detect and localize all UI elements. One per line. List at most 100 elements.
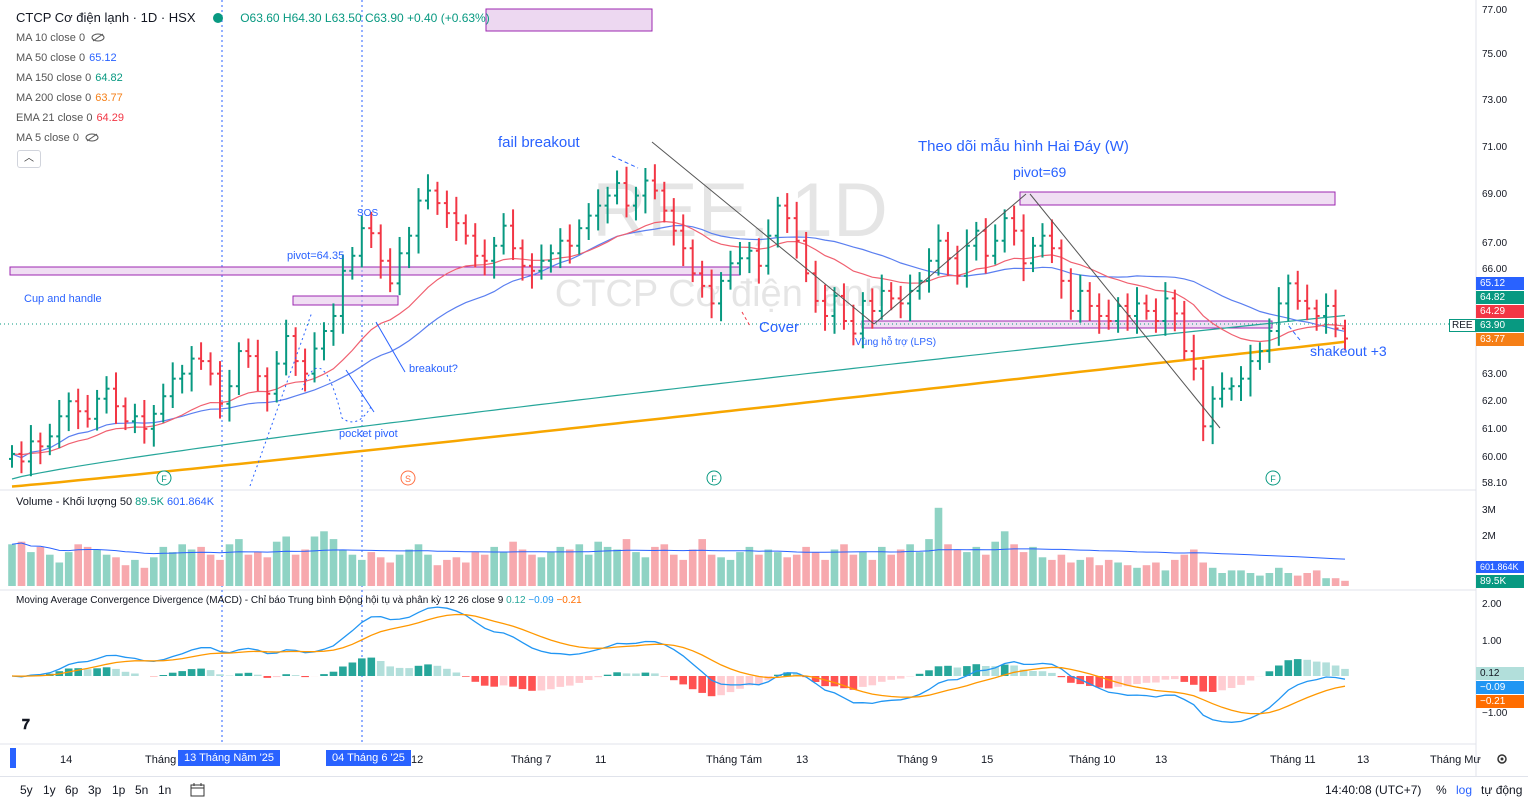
timeframe-1n[interactable]: 1n: [158, 783, 171, 797]
annotation-cover[interactable]: Cover: [759, 319, 799, 336]
volume-tick: 2M: [1482, 531, 1496, 542]
time-tick: 15: [981, 754, 993, 766]
trendline-up-1[interactable]: [874, 194, 1026, 324]
event-marker-s[interactable]: S: [401, 471, 415, 485]
ema21-line: [12, 222, 1345, 455]
auto-toggle[interactable]: tự động: [1481, 783, 1522, 797]
macd-histogram-bar: [1133, 676, 1141, 684]
volume-bar: [528, 555, 536, 586]
timeframe-5n[interactable]: 5n: [135, 783, 148, 797]
settings-gear-icon[interactable]: [1495, 752, 1509, 766]
time-scroll-handle[interactable]: [10, 748, 16, 768]
macd-histogram-bar: [197, 669, 205, 676]
time-tick: Tháng: [145, 754, 176, 766]
pivot-zone-6435[interactable]: [10, 267, 740, 275]
time-marker-2[interactable]: 04 Tháng 6 '25: [326, 750, 411, 766]
event-marker-f3[interactable]: F: [1266, 471, 1280, 485]
volume-bar: [1247, 573, 1255, 586]
macd-tick: −1.00: [1482, 708, 1507, 719]
timeframe-3p[interactable]: 3p: [88, 783, 101, 797]
price-tick: 61.00: [1482, 424, 1507, 435]
price-tick: 67.00: [1482, 238, 1507, 249]
shakeout-arrow[interactable]: [1288, 325, 1300, 340]
time-marker-1[interactable]: 13 Tháng Năm '25: [178, 750, 280, 766]
fail-arrow[interactable]: [612, 156, 638, 168]
macd-histogram-bar: [831, 676, 839, 686]
volume-bar: [1181, 555, 1189, 586]
macd-tick: 1.00: [1482, 636, 1501, 647]
macd-histogram-bar: [490, 676, 498, 687]
volume-bar: [46, 555, 54, 586]
annotation-pivot-69[interactable]: pivot=69: [1013, 164, 1066, 180]
volume-bar: [1285, 573, 1293, 586]
event-marker-f1[interactable]: F: [157, 471, 171, 485]
timeframe-5y[interactable]: 5y: [20, 783, 33, 797]
time-tick: Tháng Tám: [706, 754, 762, 766]
macd-histogram-bar: [131, 674, 139, 677]
eye-off-icon[interactable]: [85, 133, 99, 142]
collapse-legend-button[interactable]: ︿: [17, 150, 41, 168]
log-toggle[interactable]: log: [1456, 783, 1472, 797]
volume-bar: [141, 568, 149, 586]
annotation-double-bottom[interactable]: Theo dõi mẫu hình Hai Đáy (W): [918, 138, 1129, 155]
breakout-arrow[interactable]: [376, 322, 405, 372]
macd-histogram-bar: [679, 676, 687, 684]
price-tick: 62.00: [1482, 396, 1507, 407]
macd-legend[interactable]: Moving Average Convergence Divergence (M…: [16, 595, 582, 606]
macd-histogram-bar: [509, 676, 517, 687]
percent-toggle[interactable]: %: [1436, 783, 1447, 797]
annotation-pivot-6435[interactable]: pivot=64.35: [287, 250, 344, 262]
macd-histogram-bar: [925, 670, 933, 676]
annotation-lps[interactable]: Vùng hỗ trợ (LPS): [855, 337, 936, 348]
macd-histogram-bar: [358, 658, 366, 676]
volume-bar: [1058, 555, 1066, 586]
event-marker-f2[interactable]: F: [707, 471, 721, 485]
macd-histogram-bar: [613, 672, 621, 676]
volume-bar: [538, 557, 546, 586]
annotation-cup-handle[interactable]: Cup and handle: [24, 293, 102, 305]
macd-histogram-bar: [443, 669, 451, 676]
clock-display[interactable]: 14:40:08 (UTC+7): [1325, 783, 1421, 797]
macd-histogram-bar: [500, 676, 508, 685]
pocket-arrow[interactable]: [346, 370, 374, 412]
legend-ma10[interactable]: MA 10 close 0: [16, 28, 490, 48]
calendar-icon[interactable]: [190, 782, 206, 797]
legend-ma5[interactable]: MA 5 close 0: [16, 128, 490, 148]
annotation-shakeout[interactable]: shakeout +3: [1310, 343, 1387, 359]
pivot-zone-69[interactable]: [1020, 192, 1335, 205]
volume-bar: [887, 555, 895, 586]
annotation-pocket-pivot[interactable]: pocket pivot: [339, 428, 398, 440]
macd-histogram-bar: [1010, 666, 1018, 677]
volume-bar: [557, 547, 565, 586]
volume-bar: [122, 565, 130, 586]
annotation-fail-breakout[interactable]: fail breakout: [498, 134, 580, 151]
eye-off-icon[interactable]: [91, 33, 105, 42]
volume-bar: [991, 542, 999, 586]
macd-histogram-bar: [434, 666, 442, 676]
zone-top[interactable]: [486, 9, 652, 31]
last-price-badge: 63.90: [1476, 319, 1524, 332]
timeframe-1y[interactable]: 1y: [43, 783, 56, 797]
macd-histogram-bar: [349, 663, 357, 677]
trendline-down-2[interactable]: [1030, 194, 1220, 428]
volume-bar: [386, 563, 394, 587]
volume-bar: [84, 547, 92, 586]
volume-bar: [774, 552, 782, 586]
handle-zone[interactable]: [293, 296, 398, 305]
macd-histogram-bar: [1218, 676, 1226, 690]
annotation-breakout[interactable]: breakout?: [409, 363, 458, 375]
macd-histogram-bar: [1266, 671, 1274, 676]
timeframe-1p[interactable]: 1p: [112, 783, 125, 797]
volume-legend[interactable]: Volume - Khối lượng 50 89.5K 601.864K: [16, 496, 214, 508]
volume-bar: [1332, 578, 1340, 586]
annotation-sos[interactable]: SOS: [357, 208, 378, 219]
volume-bar: [131, 560, 139, 586]
symbol-title[interactable]: CTCP Cơ điện lạnh · 1D · HSX: [16, 10, 196, 25]
timeframe-6p[interactable]: 6p: [65, 783, 78, 797]
volume-bar: [916, 552, 924, 586]
macd-histogram-bar: [1332, 666, 1340, 677]
